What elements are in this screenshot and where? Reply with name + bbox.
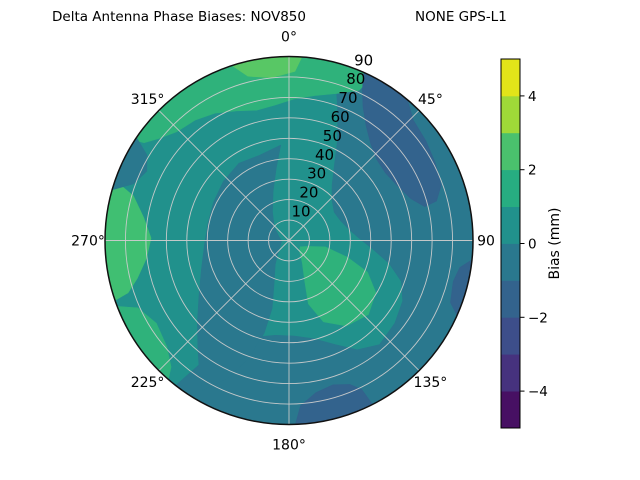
- polar-grid-spoke: [288, 110, 420, 241]
- radial-tick-label: 50: [323, 127, 342, 145]
- radial-tick-label: 80: [346, 70, 365, 88]
- angular-tick-label: 270°: [71, 234, 105, 250]
- angular-tick-label: 180°: [272, 438, 306, 454]
- radial-tick-label: 90: [354, 51, 373, 69]
- radial-tick-label: 70: [338, 89, 357, 107]
- colorbar-band: [501, 354, 520, 392]
- contour-region-southeast-inner-green: [299, 246, 377, 327]
- polar-grid-spoke: [158, 110, 290, 241]
- radial-tick-label: 30: [307, 165, 326, 183]
- angular-tick-label: 45°: [418, 92, 443, 108]
- radial-tick-label: 10: [291, 202, 310, 220]
- colorbar-band: [501, 317, 520, 355]
- polar-grid-spoke: [158, 240, 290, 371]
- angular-tick-label: 90: [477, 234, 495, 250]
- angular-tick-label: 225°: [131, 375, 165, 391]
- plot-title-right: NONE GPS-L1: [415, 9, 507, 25]
- colorbar-band: [501, 95, 520, 134]
- colorbar-band: [501, 169, 520, 207]
- contour-region-center-west-negative: [197, 144, 282, 391]
- angular-tick-label: 135°: [414, 375, 448, 391]
- angular-tick-label: 0°: [281, 30, 297, 46]
- colorbar-tick-label: −2: [528, 310, 548, 326]
- colorbar-tick-label: −4: [528, 384, 548, 400]
- colorbar-tick-label: 4: [528, 89, 537, 105]
- plot-title-left: Delta Antenna Phase Biases: NOV850: [52, 9, 306, 25]
- colorbar-band: [501, 206, 520, 244]
- plot-rim: [104, 55, 474, 426]
- colorbar-tick-label: 2: [528, 163, 537, 179]
- colorbar-band: [501, 280, 520, 318]
- colorbar-band: [501, 243, 520, 281]
- polar-grid-spoke: [288, 240, 420, 371]
- colorbar-tick-label: 0: [528, 237, 537, 253]
- radial-tick-label: 60: [331, 108, 350, 126]
- colorbar-axis-label: Bias (mm): [547, 207, 563, 279]
- radial-tick-label: 20: [299, 184, 318, 202]
- colorbar-band: [501, 132, 520, 171]
- radial-tick-label: 40: [315, 146, 334, 164]
- angular-tick-label: 315°: [131, 92, 165, 108]
- colorbar-band: [501, 391, 520, 429]
- colorbar-band: [501, 59, 520, 97]
